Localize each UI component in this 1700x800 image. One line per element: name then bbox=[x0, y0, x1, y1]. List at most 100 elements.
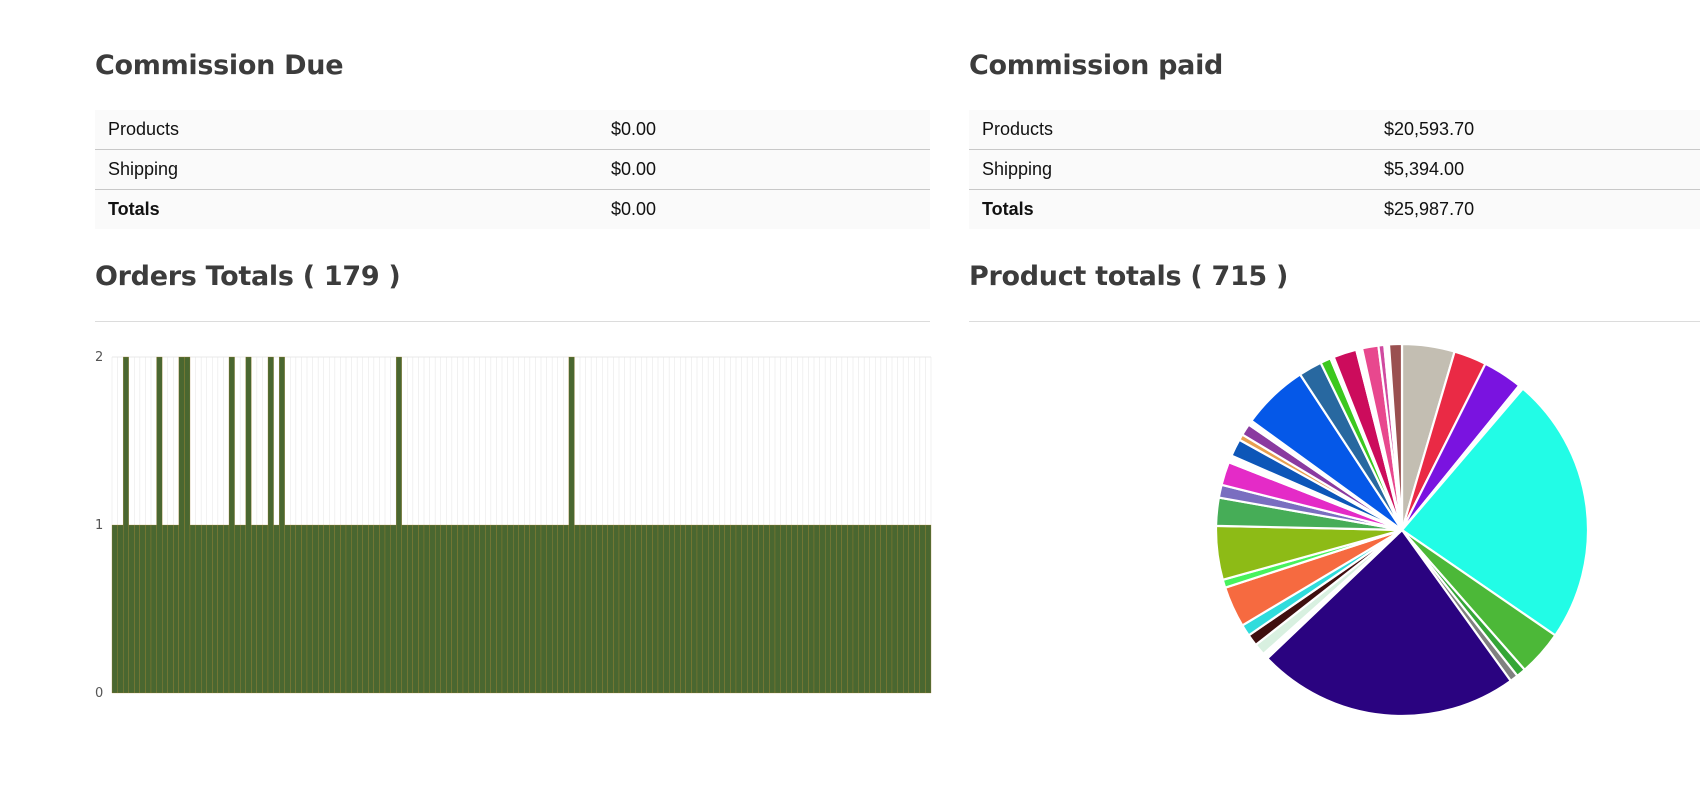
bar[interactable] bbox=[797, 524, 803, 694]
bar[interactable] bbox=[830, 524, 837, 694]
bar[interactable] bbox=[290, 524, 296, 694]
bar[interactable] bbox=[251, 524, 257, 694]
bar[interactable] bbox=[841, 524, 848, 694]
bar[interactable] bbox=[696, 524, 703, 694]
bar[interactable] bbox=[462, 524, 469, 694]
bar[interactable] bbox=[217, 524, 224, 694]
bar[interactable] bbox=[674, 524, 681, 694]
bar[interactable] bbox=[735, 524, 742, 694]
bar[interactable] bbox=[401, 524, 408, 694]
bar[interactable] bbox=[713, 524, 720, 694]
bar[interactable] bbox=[479, 524, 486, 694]
bar[interactable] bbox=[847, 524, 854, 694]
bar[interactable] bbox=[156, 356, 163, 694]
bar[interactable] bbox=[306, 524, 313, 694]
bar[interactable] bbox=[903, 524, 909, 694]
bar[interactable] bbox=[351, 524, 358, 694]
bar[interactable] bbox=[613, 524, 620, 694]
bar[interactable] bbox=[897, 524, 904, 694]
bar[interactable] bbox=[540, 524, 547, 694]
bar[interactable] bbox=[457, 524, 464, 694]
bar[interactable] bbox=[162, 524, 168, 694]
bar[interactable] bbox=[529, 524, 536, 694]
bar[interactable] bbox=[178, 356, 185, 694]
bar[interactable] bbox=[134, 524, 140, 694]
bar[interactable] bbox=[407, 524, 413, 694]
bar[interactable] bbox=[368, 524, 374, 694]
bar[interactable] bbox=[329, 524, 335, 694]
bar[interactable] bbox=[301, 524, 308, 694]
bar[interactable] bbox=[786, 524, 792, 694]
bar[interactable] bbox=[769, 524, 776, 694]
bar[interactable] bbox=[791, 524, 798, 694]
bar[interactable] bbox=[234, 524, 241, 694]
bar[interactable] bbox=[825, 524, 831, 694]
bar[interactable] bbox=[334, 524, 341, 694]
bar[interactable] bbox=[724, 524, 731, 694]
bar[interactable] bbox=[223, 524, 230, 694]
bar[interactable] bbox=[451, 524, 458, 694]
bar[interactable] bbox=[819, 524, 826, 694]
bar[interactable] bbox=[123, 356, 129, 694]
bar[interactable] bbox=[184, 356, 191, 694]
bar[interactable] bbox=[741, 524, 748, 694]
bar[interactable] bbox=[908, 524, 915, 694]
bar[interactable] bbox=[150, 524, 157, 694]
bar[interactable] bbox=[557, 524, 564, 694]
bar[interactable] bbox=[468, 524, 475, 694]
bar[interactable] bbox=[925, 524, 932, 694]
bar[interactable] bbox=[201, 524, 207, 694]
bar[interactable] bbox=[206, 524, 213, 694]
bar[interactable] bbox=[758, 524, 764, 694]
bar[interactable] bbox=[914, 524, 920, 694]
bar[interactable] bbox=[886, 524, 893, 694]
bar[interactable] bbox=[836, 524, 842, 694]
bar[interactable] bbox=[111, 524, 118, 694]
bar[interactable] bbox=[373, 524, 380, 694]
bar[interactable] bbox=[357, 524, 363, 694]
bar[interactable] bbox=[240, 524, 246, 694]
bar[interactable] bbox=[418, 524, 425, 694]
bar[interactable] bbox=[173, 524, 179, 694]
bar[interactable] bbox=[345, 524, 352, 694]
bar[interactable] bbox=[591, 524, 597, 694]
bar[interactable] bbox=[390, 524, 397, 694]
bar[interactable] bbox=[680, 524, 686, 694]
bar[interactable] bbox=[340, 524, 347, 694]
bar[interactable] bbox=[256, 524, 263, 694]
pie-slice[interactable] bbox=[1266, 528, 1512, 718]
bar[interactable] bbox=[852, 524, 859, 694]
bar[interactable] bbox=[446, 524, 452, 694]
bar[interactable] bbox=[485, 524, 491, 694]
bar[interactable] bbox=[635, 524, 642, 694]
bar[interactable] bbox=[212, 524, 218, 694]
bar[interactable] bbox=[167, 524, 174, 694]
bar[interactable] bbox=[440, 524, 447, 694]
bar[interactable] bbox=[195, 524, 202, 694]
bar[interactable] bbox=[429, 524, 436, 694]
bar[interactable] bbox=[279, 356, 285, 694]
bar[interactable] bbox=[284, 524, 291, 694]
bar[interactable] bbox=[546, 524, 553, 694]
bar[interactable] bbox=[657, 524, 664, 694]
bar[interactable] bbox=[295, 524, 302, 694]
bar[interactable] bbox=[730, 524, 737, 694]
bar[interactable] bbox=[128, 524, 135, 694]
bar[interactable] bbox=[652, 524, 659, 694]
bar[interactable] bbox=[501, 524, 508, 694]
bar[interactable] bbox=[267, 356, 274, 694]
bar[interactable] bbox=[858, 524, 865, 694]
bar[interactable] bbox=[474, 524, 480, 694]
bar[interactable] bbox=[747, 524, 753, 694]
bar[interactable] bbox=[524, 524, 530, 694]
bar[interactable] bbox=[585, 524, 592, 694]
bar[interactable] bbox=[669, 524, 675, 694]
bar[interactable] bbox=[518, 524, 525, 694]
bar[interactable] bbox=[691, 524, 698, 694]
bar[interactable] bbox=[641, 524, 647, 694]
bar[interactable] bbox=[752, 524, 759, 694]
bar[interactable] bbox=[719, 524, 725, 694]
bar[interactable] bbox=[396, 356, 402, 694]
bar[interactable] bbox=[602, 524, 608, 694]
bar[interactable] bbox=[568, 356, 575, 694]
